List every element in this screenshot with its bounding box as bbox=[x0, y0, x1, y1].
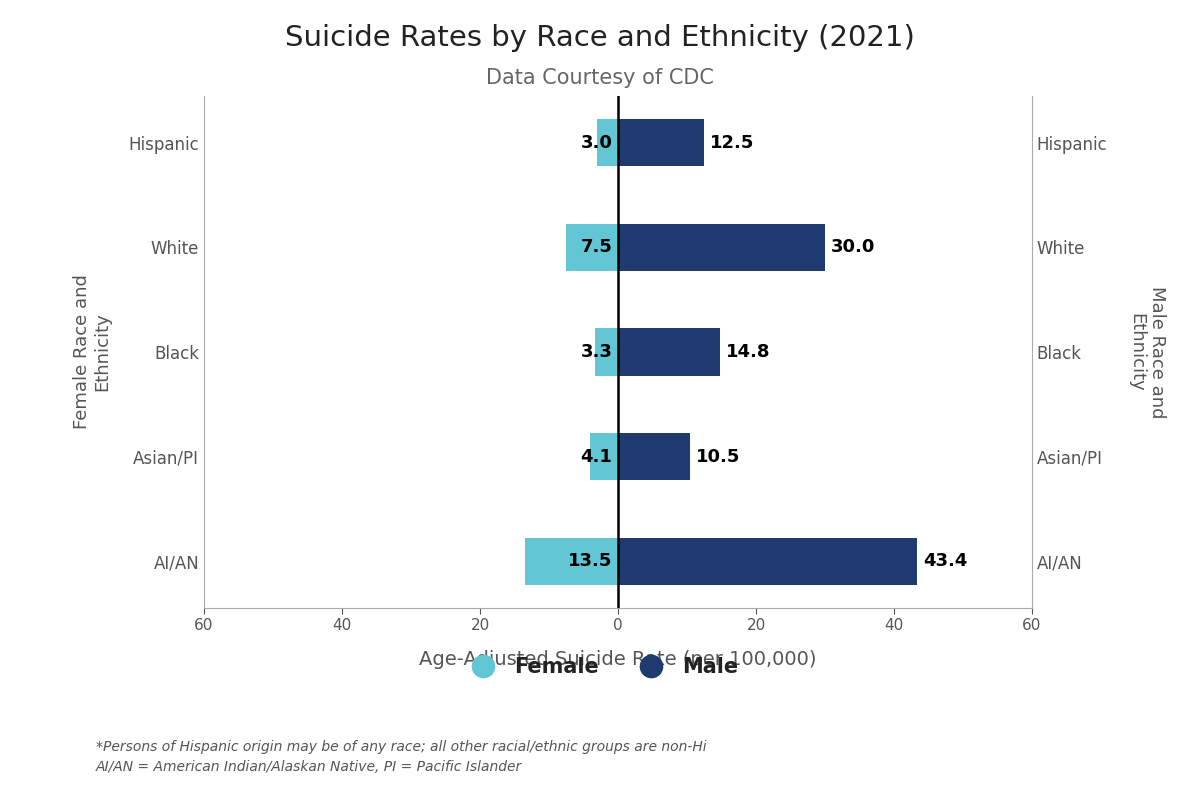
Bar bbox=[618, 224, 826, 271]
Bar bbox=[618, 329, 720, 375]
Text: Suicide Rates by Race and Ethnicity (2021): Suicide Rates by Race and Ethnicity (202… bbox=[286, 24, 914, 52]
Bar bbox=[618, 538, 918, 585]
Bar bbox=[598, 119, 618, 166]
Text: 10.5: 10.5 bbox=[696, 447, 740, 466]
Text: 12.5: 12.5 bbox=[709, 134, 754, 152]
Bar bbox=[618, 119, 704, 166]
Text: 14.8: 14.8 bbox=[726, 343, 770, 361]
Text: 4.1: 4.1 bbox=[581, 447, 612, 466]
Bar bbox=[524, 538, 618, 585]
X-axis label: Age-Adjusted Suicide Rate (per 100,000): Age-Adjusted Suicide Rate (per 100,000) bbox=[419, 650, 817, 669]
Text: 30.0: 30.0 bbox=[830, 238, 875, 257]
Text: *Persons of Hispanic origin may be of any race; all other racial/ethnic groups a: *Persons of Hispanic origin may be of an… bbox=[96, 740, 707, 754]
Bar bbox=[589, 433, 618, 480]
Text: AI/AN = American Indian/Alaskan Native, PI = Pacific Islander: AI/AN = American Indian/Alaskan Native, … bbox=[96, 760, 522, 774]
Bar bbox=[566, 224, 618, 271]
Text: Data Courtesy of CDC: Data Courtesy of CDC bbox=[486, 68, 714, 88]
Text: 3.3: 3.3 bbox=[581, 343, 612, 361]
Text: 13.5: 13.5 bbox=[568, 552, 612, 570]
Y-axis label: Male Race and
Ethnicity: Male Race and Ethnicity bbox=[1127, 286, 1166, 418]
Text: 43.4: 43.4 bbox=[923, 552, 967, 570]
Y-axis label: Female Race and
Ethnicity: Female Race and Ethnicity bbox=[73, 274, 112, 430]
Text: 7.5: 7.5 bbox=[581, 238, 612, 257]
Text: 3.0: 3.0 bbox=[581, 134, 612, 152]
Legend: Female, Male: Female, Male bbox=[454, 649, 746, 686]
Bar bbox=[618, 433, 690, 480]
Bar bbox=[595, 329, 618, 375]
